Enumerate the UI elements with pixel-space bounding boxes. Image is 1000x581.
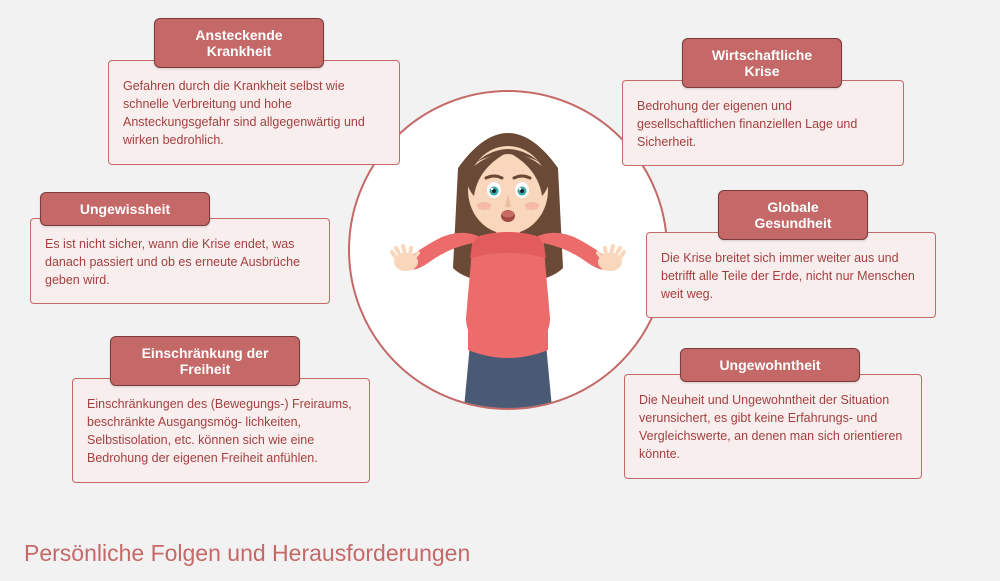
box-body: Einschränkungen des (Bewegungs-) Freirau… [72, 378, 370, 483]
box-body: Gefahren durch die Krankheit selbst wie … [108, 60, 400, 165]
box-header: Ungewissheit [40, 192, 210, 226]
box-ansteckende: Ansteckende Krankheit Gefahren durch die… [108, 18, 400, 165]
box-ungewissheit: Ungewissheit Es ist nicht sicher, wann d… [30, 192, 330, 304]
box-title-l1: Ungewissheit [80, 201, 170, 217]
person-illustration [378, 108, 638, 408]
box-header: Ungewohntheit [680, 348, 860, 382]
box-title-l1: Ansteckende [195, 27, 282, 43]
box-title-l1: Einschränkung der [142, 345, 269, 361]
box-header: Ansteckende Krankheit [154, 18, 324, 68]
box-header: Wirtschaftliche Krise [682, 38, 842, 88]
box-body: Die Neuheit und Ungewohntheit der Situat… [624, 374, 922, 479]
box-global: Globale Gesundheit Die Krise breitet sic… [646, 190, 936, 318]
box-title-l2: Krankheit [207, 43, 272, 59]
box-ungewohnt: Ungewohntheit Die Neuheit und Ungewohnth… [624, 348, 922, 479]
box-body: Die Krise breitet sich immer weiter aus … [646, 232, 936, 318]
box-title-l2: Krise [744, 63, 779, 79]
box-title-l1: Wirtschaftliche [712, 47, 812, 63]
footer-title: Persönliche Folgen und Herausforderungen [24, 540, 470, 567]
box-header: Einschränkung der Freiheit [110, 336, 300, 386]
box-title-l1: Globale [767, 199, 818, 215]
box-body: Es ist nicht sicher, wann die Krise ende… [30, 218, 330, 304]
box-header: Globale Gesundheit [718, 190, 868, 240]
box-title-l1: Ungewohntheit [719, 357, 820, 373]
box-title-l2: Gesundheit [754, 215, 831, 231]
box-title-l2: Freiheit [180, 361, 231, 377]
box-einschraenkung: Einschränkung der Freiheit Einschränkung… [72, 336, 370, 483]
box-wirtschaft: Wirtschaftliche Krise Bedrohung der eige… [622, 38, 904, 166]
box-body: Bedrohung der eigenen und gesellschaftli… [622, 80, 904, 166]
